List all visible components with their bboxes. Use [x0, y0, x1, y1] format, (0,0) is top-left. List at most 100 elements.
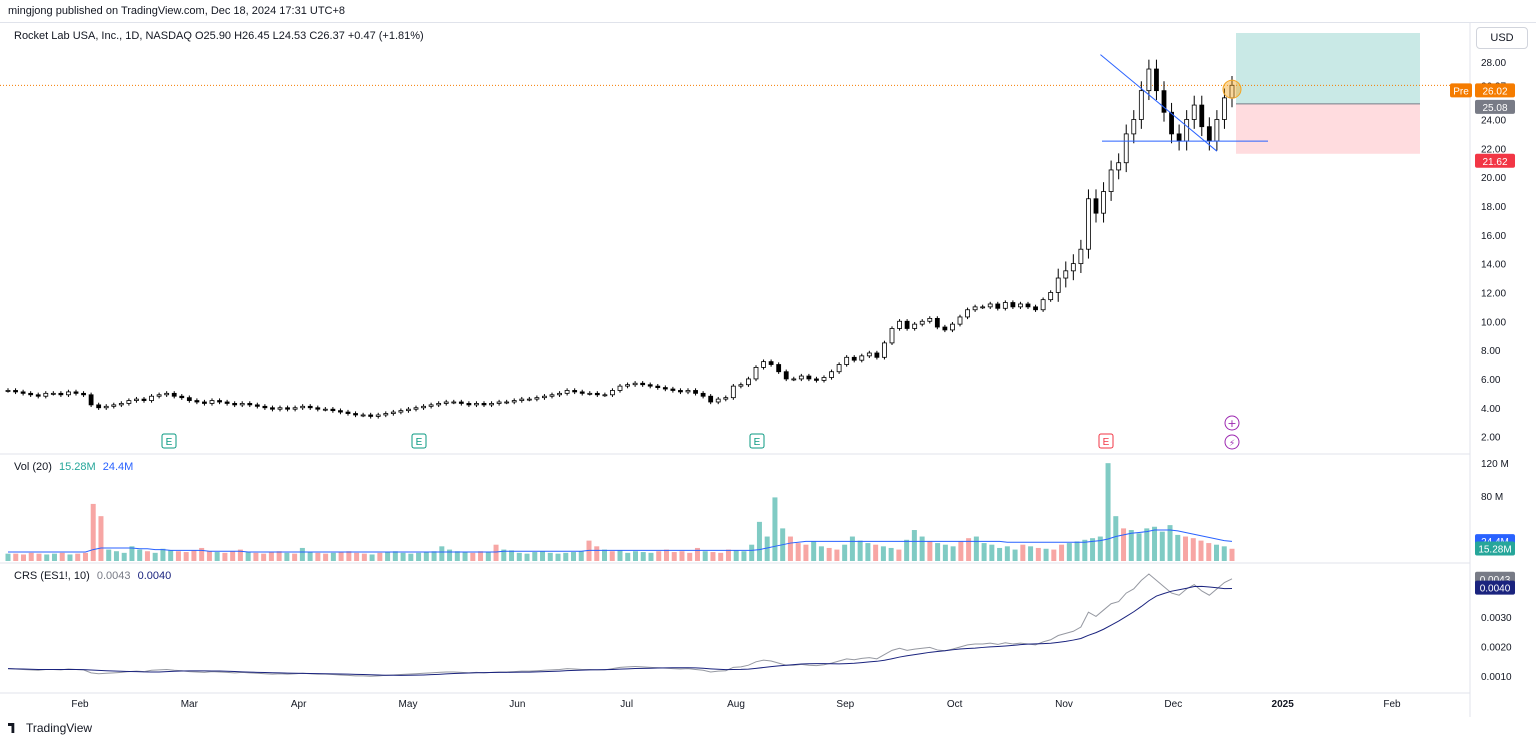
- candle-body: [111, 404, 117, 407]
- volume-bar: [625, 552, 631, 561]
- candle-body: [859, 355, 865, 361]
- candle-body: [360, 414, 366, 417]
- crs-ma-value: 0.0040: [137, 570, 172, 582]
- footer-brand[interactable]: TradingView: [8, 721, 92, 735]
- volume-bar: [168, 550, 174, 561]
- volume-bar: [338, 552, 344, 561]
- candle-body: [194, 400, 200, 403]
- volume-bar: [75, 553, 81, 561]
- pre-tag: Pre: [1453, 86, 1469, 97]
- entry-price-tag: 25.08: [1482, 103, 1507, 114]
- candle-body: [285, 407, 290, 410]
- volume-bar: [222, 552, 228, 561]
- volume-bar: [470, 552, 476, 561]
- volume-ma-line: [8, 529, 1233, 553]
- candle-body: [851, 356, 857, 361]
- candle-body: [466, 403, 472, 406]
- candle-body: [942, 326, 948, 331]
- footer-brand-text: TradingView: [26, 721, 93, 735]
- volume-bar: [540, 551, 546, 561]
- earnings-marker-icon: E: [1103, 437, 1110, 448]
- candle-body: [50, 392, 56, 395]
- candle-body: [103, 405, 109, 409]
- candle-body: [693, 390, 698, 394]
- candle-body: [322, 408, 328, 411]
- volume-bar: [1152, 526, 1158, 561]
- volume-bar: [1097, 536, 1103, 561]
- candle-body: [1191, 104, 1197, 120]
- candle-body: [927, 317, 933, 322]
- candle-body: [368, 414, 374, 417]
- volume-bar: [106, 549, 112, 561]
- candle-body: [919, 320, 925, 325]
- symbol-legend: Rocket Lab USA, Inc., 1D, NASDAQ O25.90 …: [14, 30, 424, 42]
- price-tick-label: 28.00: [1481, 58, 1506, 69]
- volume-bar: [284, 552, 290, 561]
- flash-event-icon: [1224, 434, 1240, 450]
- volume-bar: [315, 552, 321, 561]
- crs-ma-tag: 0.0040: [1480, 584, 1511, 595]
- candle-body: [753, 366, 759, 380]
- highlight-circle: [1222, 79, 1242, 99]
- currency-button[interactable]: USD: [1476, 27, 1528, 49]
- volume-bar: [245, 552, 251, 561]
- candle-body: [957, 316, 963, 325]
- volume-bar: [973, 536, 979, 561]
- candle-body: [489, 403, 494, 406]
- target-zone: [1236, 33, 1420, 104]
- candle-body: [375, 414, 381, 417]
- candle-body: [1055, 277, 1061, 293]
- volume-tick-label: 80 M: [1481, 492, 1503, 503]
- chart-frame[interactable]: 28.0026.0024.0022.0020.0018.0016.0014.00…: [0, 22, 1536, 717]
- candle-body: [209, 400, 215, 404]
- volume-bar: [385, 552, 391, 561]
- candle-body: [1222, 97, 1227, 120]
- crs-ma-tag: [1475, 580, 1515, 595]
- volume-bar: [524, 553, 530, 561]
- candle-body: [882, 342, 887, 358]
- volume-bar: [710, 552, 716, 561]
- publish-line: mingjong published on TradingView.com, D…: [8, 5, 346, 17]
- volume-bar: [888, 547, 894, 561]
- candle-body: [81, 392, 86, 396]
- descending-trendline: [1100, 54, 1218, 152]
- volume-bar: [1183, 536, 1189, 561]
- volume-bar: [5, 553, 11, 561]
- candle-body: [58, 392, 64, 396]
- candle-body: [406, 408, 411, 412]
- time-tick-label: Apr: [291, 699, 307, 710]
- crs-legend: CRS (ES1!, 10) 0.0043 0.0040: [14, 570, 171, 582]
- candle-body: [708, 395, 714, 403]
- volume-bar: [1105, 463, 1111, 561]
- volume-bar: [392, 551, 398, 561]
- candle-body: [413, 407, 419, 410]
- candle-body: [134, 398, 139, 401]
- volume-bar: [129, 546, 135, 561]
- price-tick-label: 20.00: [1481, 173, 1506, 184]
- volume-bar: [904, 539, 910, 561]
- volume-bar: [1198, 540, 1204, 561]
- volume-bar: [90, 503, 96, 561]
- candle-body: [202, 401, 207, 404]
- stop-zone: [1236, 103, 1420, 154]
- candle-body: [934, 317, 940, 328]
- candle-body: [307, 405, 313, 409]
- volume-bar: [237, 549, 243, 561]
- volume-bar: [454, 551, 460, 561]
- volume-bar: [571, 552, 577, 561]
- candle-body: [179, 395, 185, 399]
- price-tick-label: 10.00: [1481, 317, 1506, 328]
- candle-body: [35, 394, 41, 397]
- pre-tag: [1450, 83, 1472, 98]
- candle-body: [28, 392, 34, 396]
- volume-title: Vol (20): [14, 461, 52, 473]
- candle-body: [239, 403, 245, 406]
- volume-ma-value: 24.4M: [102, 461, 134, 473]
- time-tick-label: Sep: [836, 699, 854, 710]
- volume-bar: [981, 543, 987, 561]
- candle-body: [443, 401, 449, 404]
- volume-bar: [447, 549, 453, 561]
- volume-bar: [1136, 533, 1142, 561]
- chart-svg[interactable]: 28.0026.0024.0022.0020.0018.0016.0014.00…: [0, 23, 1536, 717]
- candle-body: [277, 407, 283, 410]
